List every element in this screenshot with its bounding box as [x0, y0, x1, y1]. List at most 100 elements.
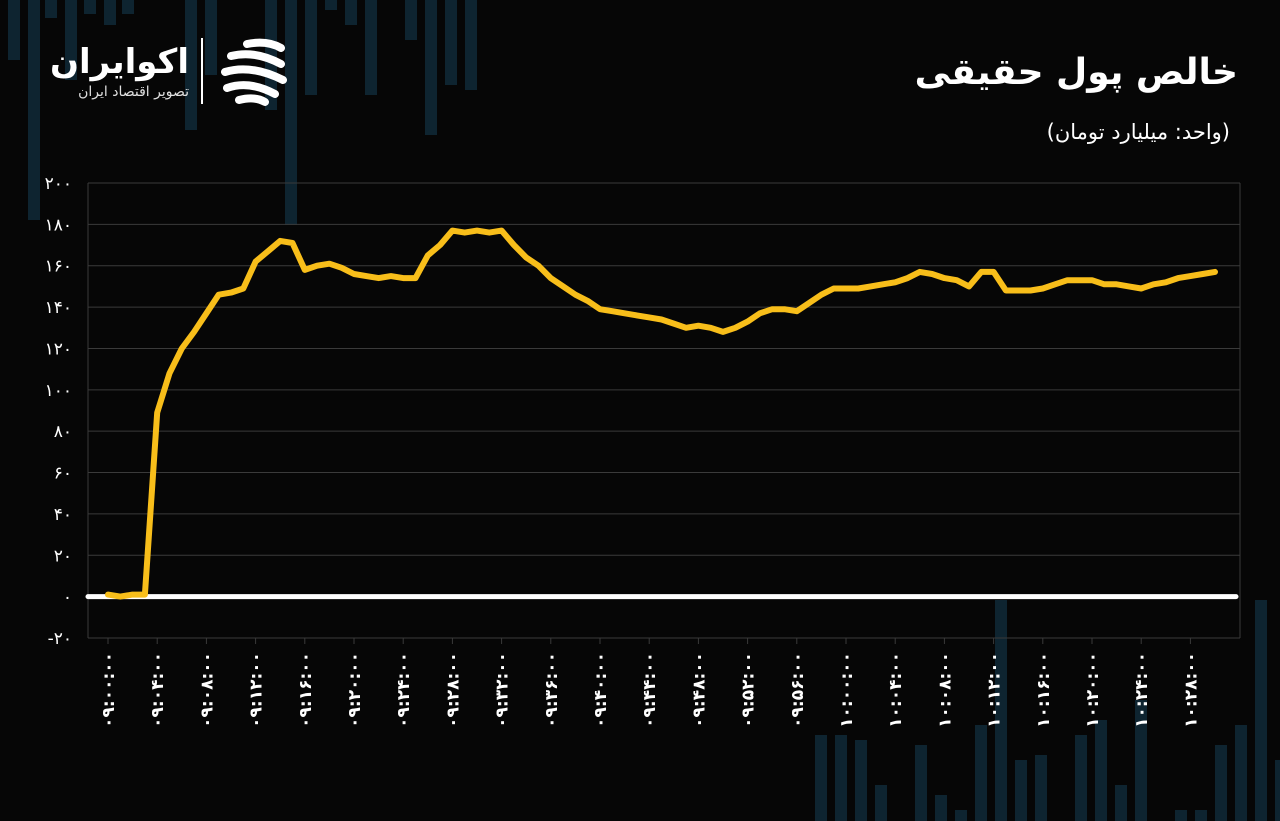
background-candle [305, 0, 317, 95]
data-point [1101, 281, 1107, 287]
data-point [474, 228, 480, 234]
x-tick-label: ۱۰:۲۸:۰۰ [1181, 652, 1201, 728]
data-point [720, 329, 726, 335]
data-point [868, 283, 874, 289]
data-point [486, 230, 492, 236]
data-point [1151, 281, 1156, 287]
background-candle [1015, 760, 1027, 821]
background-candle [955, 810, 967, 821]
data-point [634, 312, 640, 318]
data-point [536, 263, 541, 269]
background-candle [465, 0, 477, 90]
data-point [818, 292, 824, 298]
data-point [117, 594, 123, 600]
data-point [905, 275, 910, 281]
background-candle [915, 745, 927, 821]
data-point [142, 592, 148, 598]
data-point [622, 310, 628, 316]
x-axis-ticks: ۰۹:۰۰:۰۰ ۰۹:۰۴:۰۰ ۰۹:۰۸:۰۰ ۰۹:۱۲:۰۰ ۰۹:۱۶:۰۰… [99, 638, 1201, 728]
logo-divider [201, 38, 203, 104]
data-point [609, 308, 615, 314]
data-point [1175, 275, 1181, 281]
x-tick-label: ۰۹:۲۸:۰۰ [443, 652, 463, 728]
series-line [105, 227, 1218, 600]
background-candle [1275, 760, 1280, 821]
data-point [167, 370, 172, 376]
brand-tagline: تصویر اقتصاد ایران [78, 84, 189, 100]
grid-lines [87, 182, 1241, 639]
x-tick-label: ۰۹:۰۴:۰۰ [148, 652, 168, 728]
x-tick-label: ۱۰:۰۸:۰۰ [935, 652, 955, 728]
y-tick-label: ۱۴۰ [45, 298, 72, 318]
data-point [1138, 285, 1144, 291]
data-point [240, 285, 246, 291]
data-point [732, 325, 738, 331]
data-point [179, 345, 185, 351]
data-point [745, 319, 751, 325]
x-tick-label: ۰۹:۳۲:۰۰ [493, 652, 513, 728]
data-point [683, 325, 689, 331]
background-candle [1035, 755, 1047, 821]
data-point [659, 317, 664, 322]
data-point [855, 285, 861, 291]
x-tick-label: ۰۹:۲۰:۰۰ [345, 652, 365, 728]
data-point [831, 285, 837, 291]
x-tick-label: ۰۹:۰۸:۰۰ [197, 652, 217, 728]
ecoiran-logo-icon [221, 38, 287, 106]
y-tick-label: ۲۰ [54, 546, 72, 566]
x-tick-label: ۱۰:۱۲:۰۰ [985, 652, 1005, 728]
data-point [880, 281, 886, 287]
data-point [265, 248, 271, 254]
data-point [708, 325, 714, 331]
brand-name: اکوایران [50, 42, 189, 82]
y-tick-label: ۲۰۰ [45, 174, 72, 194]
y-tick-label: ۴۰ [54, 505, 72, 525]
data-point [253, 259, 259, 265]
data-point [1187, 273, 1193, 279]
data-point [314, 263, 320, 269]
background-candle [425, 0, 437, 135]
background-candle [205, 0, 217, 75]
data-point [413, 275, 418, 281]
y-tick-label: ۰ [63, 588, 72, 608]
y-tick-label: ۱۶۰ [45, 257, 72, 277]
background-candle [1095, 720, 1107, 821]
x-tick-label: ۰۹:۱۲:۰۰ [247, 652, 267, 728]
data-point [1114, 281, 1120, 287]
background-candle [815, 735, 827, 821]
data-point [941, 275, 947, 281]
data-point [437, 242, 443, 248]
data-point [228, 290, 234, 296]
background-candle [875, 785, 887, 821]
data-point [523, 254, 529, 260]
series-points [105, 228, 1218, 600]
background-candle [975, 725, 987, 821]
background-candle [1135, 700, 1147, 821]
background-candle [345, 0, 357, 25]
background-candle [855, 740, 867, 821]
data-point [363, 273, 369, 279]
background-candle [995, 600, 1007, 821]
x-tick-label: ۱۰:۰۰:۰۰ [837, 652, 857, 728]
data-point [400, 275, 406, 281]
data-point [892, 279, 898, 285]
x-tick-label: ۰۹:۴۰:۰۰ [591, 652, 611, 728]
y-tick-label: ۱۲۰ [45, 339, 72, 359]
data-point [572, 292, 578, 298]
data-point [191, 329, 197, 335]
x-tick-label: ۱۰:۲۴:۰۰ [1132, 652, 1152, 728]
x-tick-label: ۱۰:۲۰:۰۰ [1083, 652, 1103, 728]
data-point [597, 306, 603, 312]
data-point [203, 310, 209, 316]
background-candle [1235, 725, 1247, 821]
background-candle [325, 0, 337, 10]
background-candle [445, 0, 457, 85]
y-axis-ticks: -۲۰ ۰ ۲۰ ۴۰ ۶۰ ۸۰ ۱۰۰ ۱۲۰ ۱۴۰ ۱۶۰ ۱۸۰ ۲۰۰ [45, 174, 72, 649]
data-point [1015, 288, 1021, 294]
data-point [769, 306, 775, 312]
background-candle [1255, 600, 1267, 821]
data-point [376, 275, 382, 281]
background-candle [285, 0, 297, 225]
background-candle [28, 0, 40, 220]
